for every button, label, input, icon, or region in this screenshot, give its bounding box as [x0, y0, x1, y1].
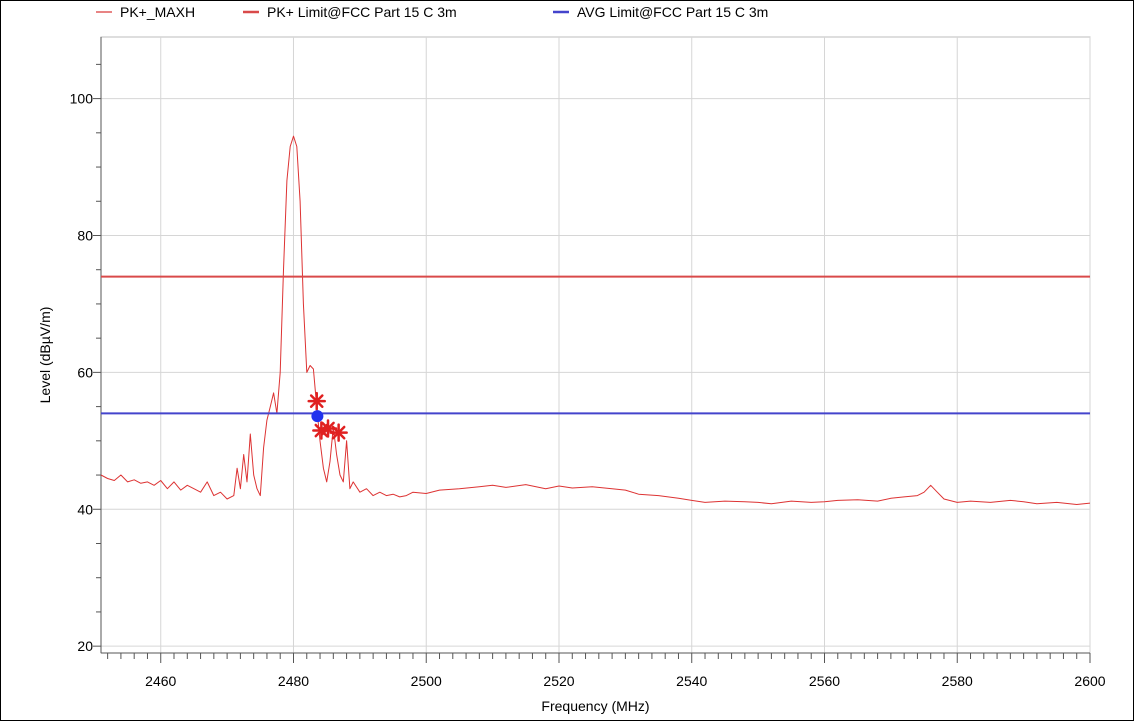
- marker-dot: [311, 410, 324, 423]
- marker-asterisk: [329, 423, 348, 442]
- x-tick-label: 2500: [411, 673, 442, 689]
- legend-item: PK+_MAXH: [96, 4, 195, 20]
- x-tick-label: 2480: [278, 673, 309, 689]
- marker-layer: [307, 391, 348, 442]
- marker-asterisk: [307, 391, 326, 411]
- asterisk-stroke: [331, 425, 346, 440]
- y-tick-label: 40: [77, 501, 93, 517]
- legend-label: AVG Limit@FCC Part 15 C 3m: [577, 4, 768, 20]
- y-tick-label: 100: [70, 91, 94, 107]
- legend: PK+_MAXH PK+ Limit@FCC Part 15 C 3m AVG Li…: [96, 4, 768, 20]
- y-tick-label: 80: [77, 227, 93, 243]
- plot-area: [100, 36, 1091, 654]
- x-tick-label: 2560: [809, 673, 840, 689]
- asterisk-stroke: [309, 394, 324, 408]
- y-tick-label: 60: [77, 364, 93, 380]
- y-axis-label: Level (dBµV/m): [37, 307, 53, 404]
- y-tick-label: 20: [77, 638, 93, 654]
- x-tick-label: 2460: [145, 673, 176, 689]
- legend-item: PK+ Limit@FCC Part 15 C 3m: [243, 4, 457, 20]
- series-line-trace: [100, 135, 1091, 505]
- legend-item: AVG Limit@FCC Part 15 C 3m: [553, 4, 768, 20]
- x-axis-label: Frequency (MHz): [541, 698, 649, 714]
- x-tick-label: 2600: [1074, 673, 1105, 689]
- x-tick-label: 2520: [543, 673, 574, 689]
- axes: 2460 2480 2500 2520 2540 2560 2580 2600 20 40 60 80…: [70, 37, 1106, 689]
- asterisk-stroke: [321, 421, 335, 436]
- series-layer: [100, 135, 1091, 505]
- legend-label: PK+_MAXH: [120, 4, 195, 20]
- x-tick-label: 2580: [942, 673, 973, 689]
- legend-label: PK+ Limit@FCC Part 15 C 3m: [267, 4, 457, 20]
- x-tick-label: 2540: [676, 673, 707, 689]
- grid: [100, 36, 1091, 654]
